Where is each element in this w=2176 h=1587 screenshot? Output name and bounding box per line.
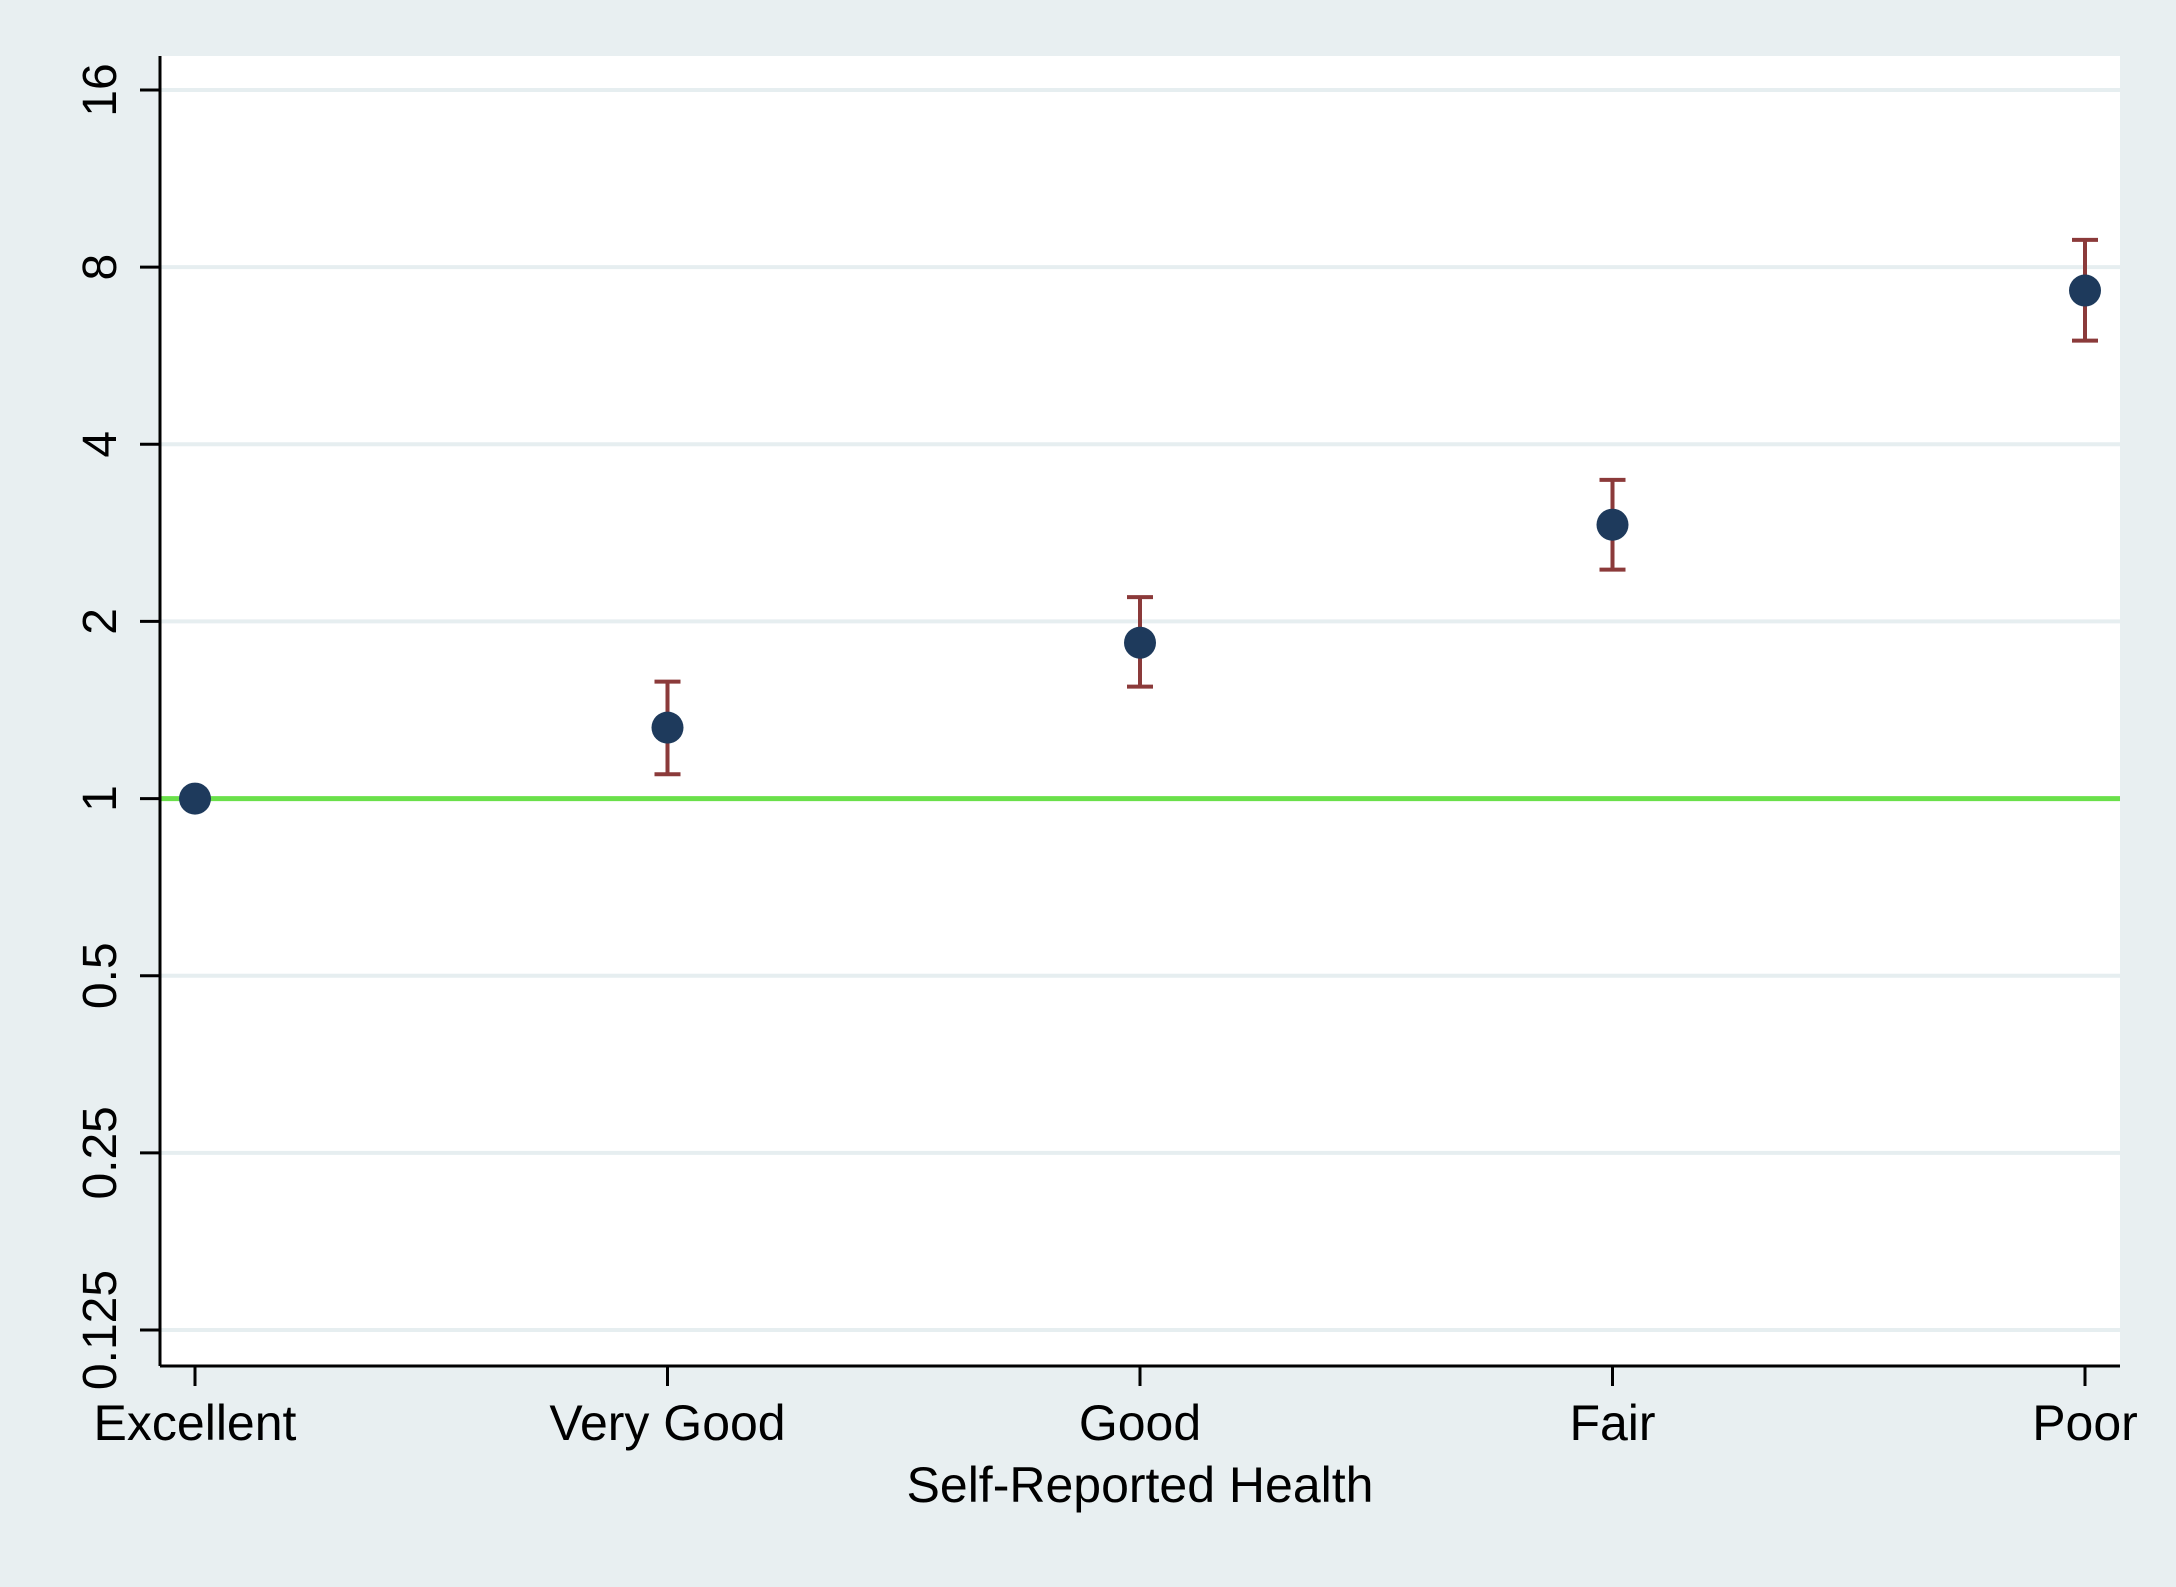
gridlines xyxy=(160,88,2120,1332)
x-tick-label: Very Good xyxy=(549,1395,785,1451)
x-tick-label: Fair xyxy=(1569,1395,1655,1451)
y-tick-label: 1 xyxy=(74,785,127,812)
x-tick-label: Excellent xyxy=(94,1395,297,1451)
y-tick-label: 0.125 xyxy=(74,1270,127,1390)
y-tick-label: 2 xyxy=(74,608,127,635)
y-tick-label: 0.25 xyxy=(74,1106,127,1199)
x-axis-ticks: Excellent Very Good Good Fair Poor xyxy=(94,1366,2138,1451)
data-point xyxy=(1596,508,1629,541)
x-tick-label: Poor xyxy=(2032,1395,2138,1451)
y-axis-ticks: 0.125 0.25 0.5 1 2 4 8 16 xyxy=(74,63,160,1390)
data-point xyxy=(2069,274,2101,307)
data-point xyxy=(179,782,211,815)
data-points xyxy=(179,274,2101,815)
y-tick-label: 4 xyxy=(74,431,127,458)
y-tick-label: 8 xyxy=(74,254,127,281)
x-axis-title: Self-Reported Health xyxy=(907,1457,1374,1513)
y-tick-label: 0.5 xyxy=(74,942,127,1009)
data-point xyxy=(1124,626,1156,659)
plot-area xyxy=(160,56,2120,1366)
y-tick-label: 16 xyxy=(74,63,127,116)
data-point xyxy=(651,711,684,744)
x-tick-label: Good xyxy=(1079,1395,1201,1451)
